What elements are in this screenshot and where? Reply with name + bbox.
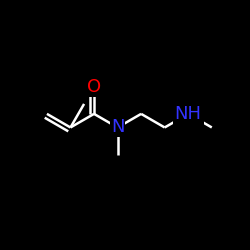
Text: N: N [111, 118, 124, 136]
Text: O: O [87, 78, 101, 96]
Text: NH: NH [175, 105, 202, 123]
